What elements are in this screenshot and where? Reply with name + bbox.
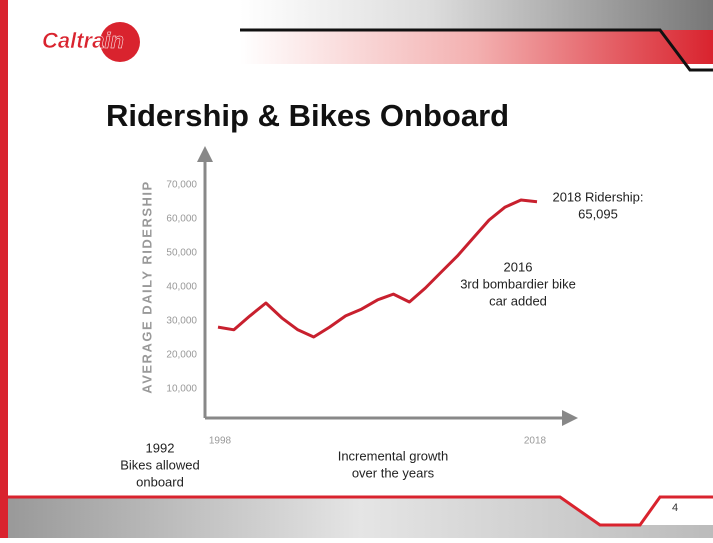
annotation: 65,095 xyxy=(578,206,618,221)
y-arrow xyxy=(197,146,213,162)
annotation: over the years xyxy=(352,465,435,480)
y-tick-label: 60,000 xyxy=(166,214,197,225)
bottom-band xyxy=(8,497,713,538)
logo: Caltrain xyxy=(42,28,124,53)
y-tick-label: 50,000 xyxy=(166,248,197,259)
bottom-line xyxy=(8,495,713,527)
annotation: 2018 Ridership: xyxy=(552,189,643,204)
y-axis-label: AVERAGE DAILY RIDERSHIP xyxy=(139,180,154,393)
annotation: Bikes allowed xyxy=(120,457,200,472)
annotation: Incremental growth xyxy=(338,448,449,463)
x-tick-label: 2018 xyxy=(524,436,547,447)
annotation: 1992 xyxy=(146,440,175,455)
y-tick-label: 70,000 xyxy=(166,180,197,191)
slide-title: Ridership & Bikes Onboard xyxy=(106,98,509,133)
annotation: onboard xyxy=(136,474,184,489)
y-tick-label: 40,000 xyxy=(166,282,197,293)
annotation: car added xyxy=(489,293,547,308)
y-tick-label: 20,000 xyxy=(166,350,197,361)
left-bar xyxy=(0,0,8,538)
top-stripe xyxy=(240,0,713,30)
page-number: 4 xyxy=(672,502,678,514)
top-line xyxy=(240,28,713,72)
y-tick-label: 30,000 xyxy=(166,316,197,327)
x-tick-label: 1998 xyxy=(209,436,232,447)
y-tick-label: 10,000 xyxy=(166,384,197,395)
x-arrow xyxy=(562,410,578,426)
ridership-line xyxy=(217,198,538,339)
logo-mark xyxy=(100,22,140,62)
annotation: 3rd bombardier bike xyxy=(460,276,576,291)
top-red-band xyxy=(240,30,713,64)
annotation: 2016 xyxy=(504,259,533,274)
